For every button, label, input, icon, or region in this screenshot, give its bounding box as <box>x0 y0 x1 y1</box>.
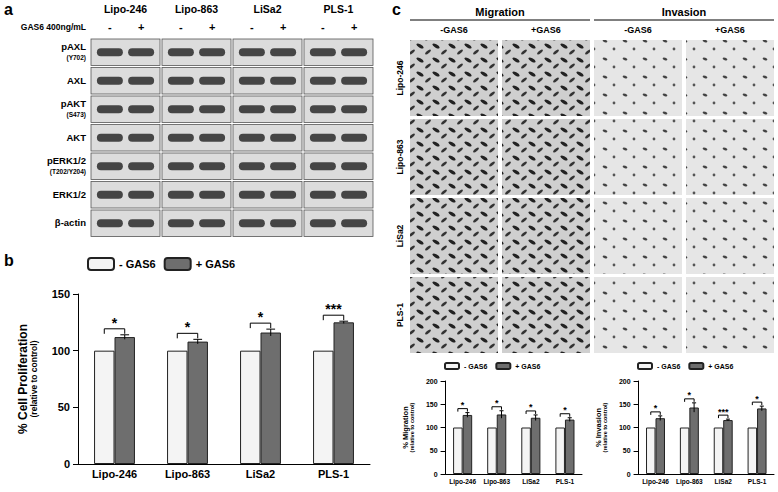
svg-text:+: + <box>209 21 215 33</box>
svg-text:a: a <box>4 1 13 18</box>
svg-text:pERK1/2: pERK1/2 <box>47 155 86 166</box>
svg-text:(Y702): (Y702) <box>66 54 86 62</box>
svg-text:b: b <box>4 252 14 269</box>
svg-text:pAXL: pAXL <box>61 41 86 52</box>
svg-text:-: - <box>250 21 254 33</box>
svg-text:150: 150 <box>52 288 70 300</box>
svg-text:100: 100 <box>52 345 70 357</box>
svg-text:Lipo-863: Lipo-863 <box>676 478 703 486</box>
svg-text:***: *** <box>718 407 729 417</box>
svg-text:- GAS6: - GAS6 <box>119 258 156 270</box>
svg-text:*: * <box>755 394 759 404</box>
svg-text:LiSa2: LiSa2 <box>715 478 733 485</box>
svg-text:***: *** <box>325 301 342 317</box>
svg-text:100: 100 <box>619 424 631 431</box>
svg-text:*: * <box>185 319 191 335</box>
svg-text:+ GAS6: + GAS6 <box>515 363 540 370</box>
svg-text:pAKT: pAKT <box>61 98 87 109</box>
svg-text:150: 150 <box>426 401 438 408</box>
svg-text:-GAS6: -GAS6 <box>440 25 468 35</box>
svg-text:Lipo-246: Lipo-246 <box>642 478 669 486</box>
svg-text:+: + <box>351 21 357 33</box>
svg-text:150: 150 <box>619 401 631 408</box>
svg-text:β-actin: β-actin <box>55 217 86 228</box>
svg-text:+ GAS6: + GAS6 <box>196 258 235 270</box>
svg-text:200: 200 <box>619 378 631 385</box>
svg-text:*: * <box>112 315 118 331</box>
svg-text:*: * <box>495 398 499 408</box>
svg-text:-: - <box>179 21 183 33</box>
svg-text:Lipo-863: Lipo-863 <box>165 468 210 480</box>
svg-text:Lipo-863: Lipo-863 <box>483 478 510 486</box>
svg-text:LiSa2: LiSa2 <box>522 478 540 485</box>
svg-text:+: + <box>280 21 286 33</box>
svg-text:*: * <box>688 390 692 400</box>
svg-text:Lipo-246: Lipo-246 <box>92 468 137 480</box>
svg-text:PLS-1: PLS-1 <box>395 303 405 327</box>
svg-text:0: 0 <box>64 458 70 470</box>
svg-text:% Migration: % Migration <box>400 406 410 449</box>
svg-text:- GAS6: - GAS6 <box>464 363 487 370</box>
svg-text:-: - <box>108 21 112 33</box>
svg-text:LiSa2: LiSa2 <box>253 3 281 15</box>
svg-text:ERK1/2: ERK1/2 <box>53 189 86 200</box>
svg-text:+ GAS6: + GAS6 <box>708 363 733 370</box>
svg-text:PLS-1: PLS-1 <box>324 3 354 15</box>
svg-text:*: * <box>529 402 533 412</box>
svg-text:(S473): (S473) <box>66 111 86 119</box>
svg-text:PLS-1: PLS-1 <box>748 478 767 485</box>
svg-text:*: * <box>258 309 264 325</box>
svg-text:% Invasion: % Invasion <box>593 407 603 448</box>
svg-text:GAS6 400ng/mL: GAS6 400ng/mL <box>21 22 86 32</box>
svg-text:LiSa2: LiSa2 <box>395 224 405 247</box>
svg-text:PLS-1: PLS-1 <box>556 478 575 485</box>
svg-text:0: 0 <box>627 471 631 478</box>
svg-text:- GAS6: - GAS6 <box>657 363 680 370</box>
svg-text:*: * <box>563 405 567 415</box>
svg-text:-GAS6: -GAS6 <box>624 25 652 35</box>
svg-text:-: - <box>321 21 325 33</box>
svg-text:Lipo-246: Lipo-246 <box>449 478 476 486</box>
svg-text:50: 50 <box>623 447 631 454</box>
svg-text:Lipo-863: Lipo-863 <box>395 139 405 174</box>
svg-text:+: + <box>138 21 144 33</box>
svg-text:+GAS6: +GAS6 <box>531 25 561 35</box>
svg-text:200: 200 <box>426 378 438 385</box>
svg-text:0: 0 <box>434 471 438 478</box>
svg-text:100: 100 <box>426 424 438 431</box>
svg-text:+GAS6: +GAS6 <box>715 25 745 35</box>
svg-text:(relative to control): (relative to control) <box>29 340 39 417</box>
svg-text:Invasion: Invasion <box>662 6 707 18</box>
svg-text:% Cell Proliferation: % Cell Proliferation <box>16 324 30 434</box>
svg-text:c: c <box>392 1 401 18</box>
svg-text:AXL: AXL <box>67 75 86 86</box>
svg-text:Migration: Migration <box>475 6 525 18</box>
svg-text:(relative to control): (relative to control) <box>602 402 608 452</box>
svg-text:*: * <box>461 400 465 410</box>
svg-text:AKT: AKT <box>66 132 86 143</box>
svg-text:Lipo-246: Lipo-246 <box>395 60 405 95</box>
svg-text:(relative to control): (relative to control) <box>409 402 415 452</box>
svg-text:(T202/Y204): (T202/Y204) <box>50 168 86 176</box>
svg-text:50: 50 <box>58 401 70 413</box>
svg-text:PLS-1: PLS-1 <box>318 468 349 480</box>
svg-text:*: * <box>654 403 658 413</box>
svg-text:50: 50 <box>430 447 438 454</box>
svg-text:Lipo-246: Lipo-246 <box>104 3 147 15</box>
svg-text:LiSa2: LiSa2 <box>246 468 275 480</box>
svg-text:Lipo-863: Lipo-863 <box>175 3 218 15</box>
